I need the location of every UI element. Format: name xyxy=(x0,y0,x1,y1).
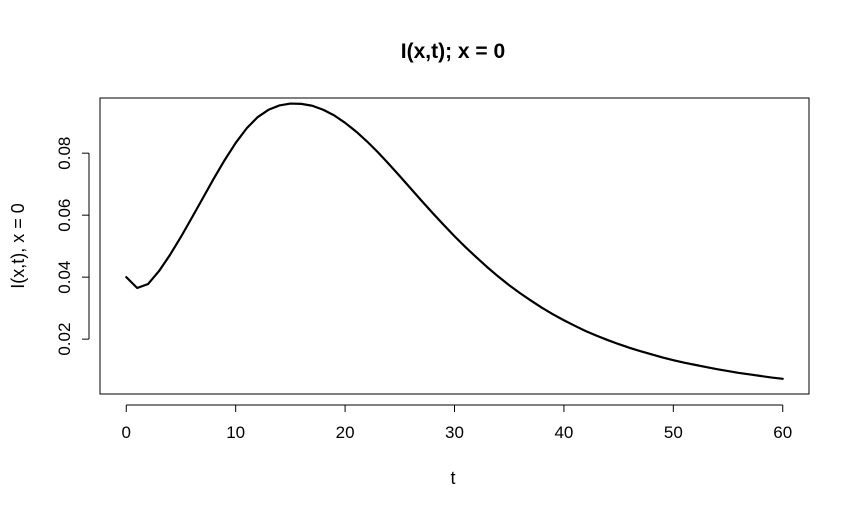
y-axis-title: I(x,t), x = 0 xyxy=(8,203,28,289)
x-tick-label: 20 xyxy=(336,423,355,442)
x-axis: 0 10 20 30 40 50 60 xyxy=(122,404,792,442)
x-axis-title: t xyxy=(450,468,455,488)
y-tick-label: 0.04 xyxy=(55,261,74,294)
x-tick-label: 0 xyxy=(122,423,131,442)
y-axis: 0.02 0.04 0.06 0.08 xyxy=(55,137,90,356)
chart-title: I(x,t); x = 0 xyxy=(401,40,505,63)
x-tick-label: 50 xyxy=(664,423,683,442)
y-tick-label: 0.08 xyxy=(55,137,74,170)
x-tick-label: 60 xyxy=(773,423,792,442)
x-tick-label: 30 xyxy=(445,423,464,442)
y-tick-label: 0.02 xyxy=(55,323,74,356)
y-tick-label: 0.06 xyxy=(55,199,74,232)
series-line xyxy=(125,102,784,380)
x-tick-label: 40 xyxy=(554,423,573,442)
plot-frame xyxy=(99,97,810,395)
x-tick-label: 10 xyxy=(226,423,245,442)
